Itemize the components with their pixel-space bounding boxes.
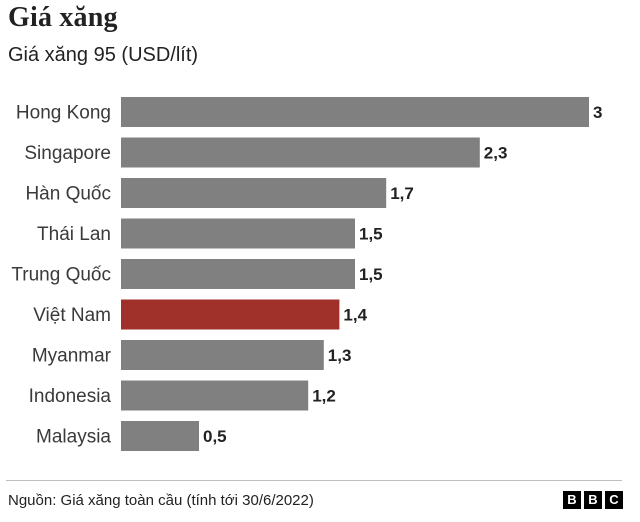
- value-label: 1,2: [312, 387, 336, 406]
- category-label: Hong Kong: [16, 103, 111, 124]
- bar: [121, 380, 309, 411]
- value-label: 1,3: [328, 346, 352, 365]
- source-note: Nguồn: Giá xăng toàn cầu (tính tới 30/6/…: [8, 492, 314, 509]
- bar: [121, 97, 589, 127]
- category-label: Singapore: [24, 143, 111, 164]
- value-label: 0,5: [203, 427, 227, 446]
- value-label: 1,4: [343, 306, 367, 325]
- bar: [121, 178, 387, 208]
- value-label: 3: [593, 103, 602, 122]
- bar: [121, 218, 355, 249]
- value-label: 1,7: [390, 184, 414, 203]
- chart-subtitle: Giá xăng 95 (USD/lít): [8, 44, 199, 66]
- category-label: Trung Quốc: [11, 265, 111, 286]
- category-label: Việt Nam: [33, 305, 111, 326]
- category-label: Hàn Quốc: [25, 184, 111, 205]
- value-label: 1,5: [359, 225, 383, 244]
- bbc-logo-letter-2: B: [584, 491, 602, 509]
- bar: [121, 421, 199, 451]
- chart-title: Giá xăng: [8, 2, 118, 33]
- bbc-logo-letter-3: C: [605, 491, 623, 509]
- category-label: Myanmar: [32, 346, 112, 367]
- bar: [121, 259, 355, 289]
- value-label: 2,3: [484, 144, 508, 163]
- value-label: 1,5: [359, 265, 383, 284]
- footer-divider: [6, 480, 622, 481]
- bar-chart: Hong Kong 3 Singapore 2,3 Hàn Quốc 1,7 Thái La…: [11, 97, 602, 451]
- bar: [121, 137, 480, 168]
- bbc-logo: B B C: [563, 491, 623, 509]
- bbc-logo-letter-1: B: [563, 491, 581, 509]
- category-label: Thái Lan: [37, 224, 111, 245]
- category-label: Malaysia: [36, 427, 111, 448]
- bar: [121, 340, 324, 370]
- category-label: Indonesia: [29, 386, 112, 407]
- bar-highlighted: [121, 299, 340, 330]
